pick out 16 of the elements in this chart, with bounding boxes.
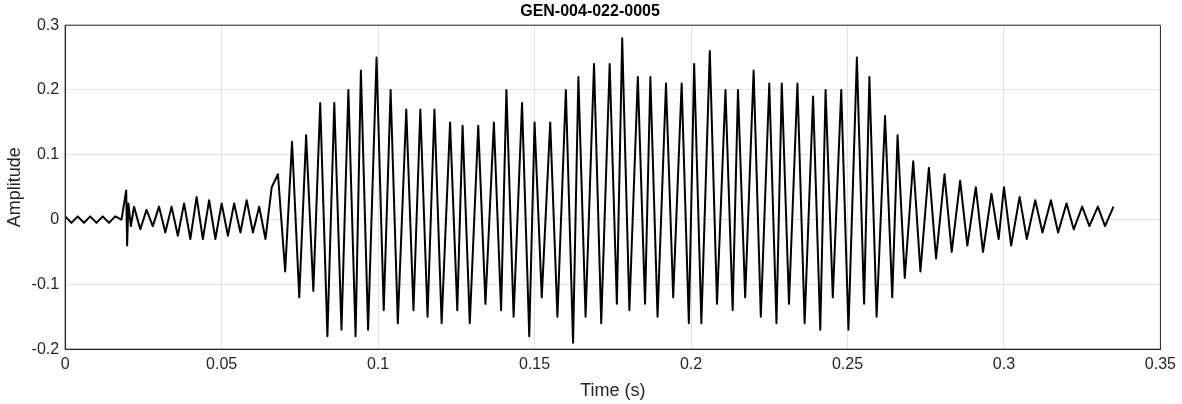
x-tick-label: 0.2 <box>679 355 703 373</box>
x-tick-label: 0.3 <box>992 355 1016 373</box>
y-tick-label: -0.2 <box>31 339 60 357</box>
x-tick-label: 0.15 <box>519 355 551 373</box>
y-tick-label: 0.3 <box>36 15 60 33</box>
y-tick-label: -0.1 <box>31 274 60 292</box>
y-tick-label: 0.2 <box>36 80 60 98</box>
x-tick-label: 0.05 <box>206 355 238 373</box>
chart-title: GEN-004-022-0005 <box>520 2 660 20</box>
x-tick-label: 0.1 <box>366 355 390 373</box>
y-tick-label: 0.1 <box>36 145 60 163</box>
y-axis-title: Amplitude <box>3 147 24 228</box>
x-tick-label: 0.25 <box>831 355 864 373</box>
x-axis-title: Time (s) <box>580 380 646 401</box>
y-tick-label: 0 <box>50 210 60 228</box>
x-tick-label: 0.35 <box>1144 355 1177 373</box>
